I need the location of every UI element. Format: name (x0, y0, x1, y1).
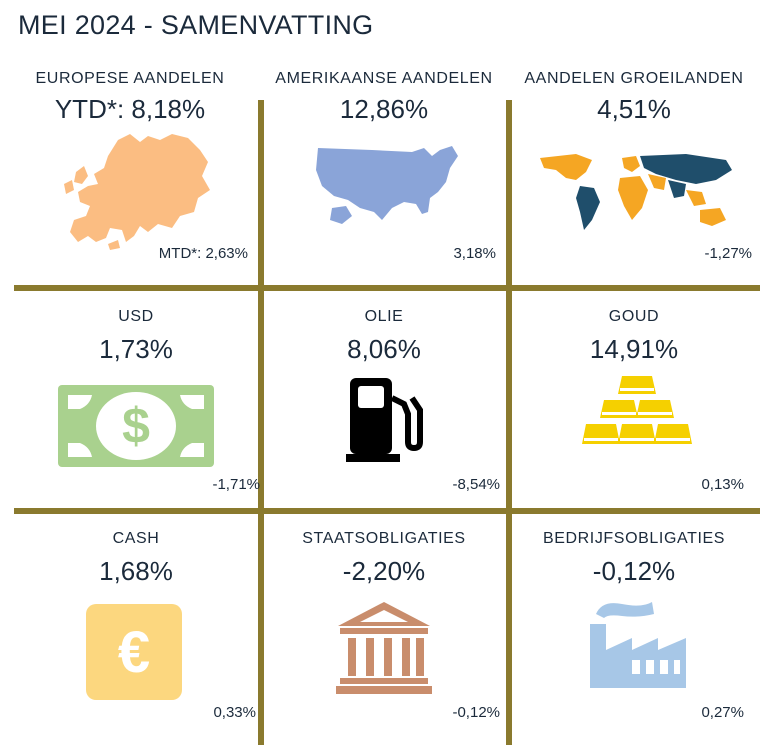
world-map-icon (540, 154, 732, 230)
grid-divider-vertical-1 (258, 100, 264, 745)
tile-value: 14,91% (589, 334, 679, 364)
europe-map-icon (64, 134, 210, 250)
tile-monthly-return: 0,27% (701, 704, 744, 721)
tile-label: AANDELEN GROEILANDEN (524, 70, 744, 87)
tile-american-equities: AMERIKAANSE AANDELEN 12,86% 3,18% (262, 70, 506, 270)
tile-corporate-bonds: BEDRIJFSOBLIGATIES -0,12% 0,27% (512, 530, 756, 730)
government-building-icon (336, 602, 432, 694)
tile-value: 1,73% (99, 334, 173, 364)
tile-monthly-return: 3,18% (453, 245, 496, 262)
tile-label: BEDRIJFSOBLIGATIES (542, 530, 726, 547)
tile-emerging-markets: AANDELEN GROEILANDEN 4,51% -1,27% (512, 70, 756, 270)
tile-label: EUROPESE AANDELEN (35, 70, 225, 87)
tile-cash: CASH 1,68% 0,33% € (14, 530, 258, 730)
tile-value: 1,68% (99, 556, 173, 586)
tile-monthly-return: 0,33% (213, 704, 256, 721)
factory-icon (590, 602, 686, 688)
fuel-pump-icon (346, 378, 423, 462)
tile-label: OLIE (364, 308, 404, 325)
tile-value: YTD*: 8,18% (54, 94, 206, 124)
grid-divider-vertical-2 (506, 100, 512, 745)
tile-label: GOUD (608, 308, 660, 325)
tile-monthly-return: -8,54% (452, 476, 500, 493)
grid-divider-horizontal-1 (14, 285, 760, 291)
tile-value: 4,51% (597, 94, 671, 124)
tile-european-equities: EUROPESE AANDELEN YTD*: 8,18% MTD*: 2,63… (8, 70, 252, 270)
tile-government-bonds: STAATSOBLIGATIES -2,20% -0,12% (262, 530, 506, 730)
tile-value: 8,06% (347, 334, 421, 364)
usa-map-icon (316, 146, 458, 224)
tile-oil: OLIE 8,06% -8,54% (262, 308, 506, 498)
euro-icon: € (86, 604, 182, 700)
tile-monthly-return: MTD*: 2,63% (158, 245, 248, 262)
tile-monthly-return: -1,27% (704, 245, 752, 262)
page-title: MEI 2024 - SAMENVATTING (18, 10, 374, 40)
tile-label: USD (118, 308, 154, 325)
gold-bars-icon (582, 376, 692, 444)
grid-divider-horizontal-2 (14, 508, 760, 514)
tile-monthly-return: -0,12% (452, 704, 500, 721)
tile-label: AMERIKAANSE AANDELEN (275, 70, 493, 87)
svg-text:$: $ (122, 398, 150, 454)
tile-monthly-return: 0,13% (701, 476, 744, 493)
tile-gold: GOUD 14,91% 0,13% (512, 308, 756, 498)
tile-value: -0,12% (592, 556, 676, 586)
tile-value: 12,86% (339, 94, 429, 124)
tile-label: CASH (112, 530, 160, 547)
tile-value: -2,20% (342, 556, 426, 586)
tile-usd: USD 1,73% -1,71% $ (14, 308, 260, 498)
tile-monthly-return: -1,71% (212, 476, 260, 493)
svg-text:€: € (118, 620, 150, 685)
dollar-bill-icon: $ (58, 385, 214, 467)
tile-label: STAATSOBLIGATIES (302, 530, 466, 547)
